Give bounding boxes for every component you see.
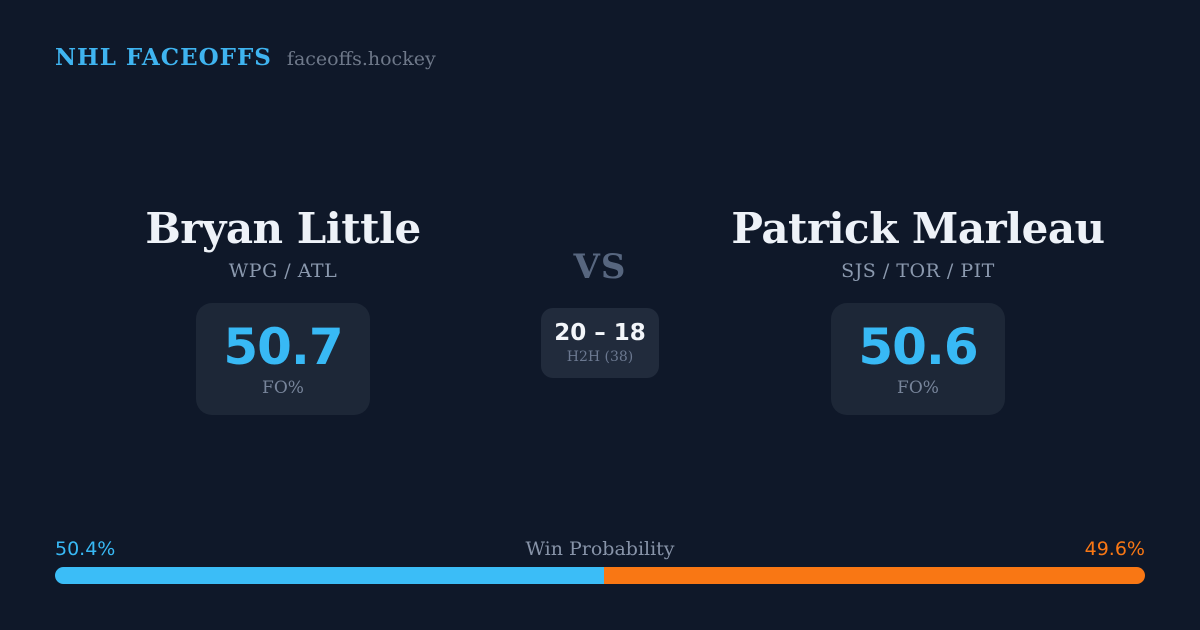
player-right-fo-card: 50.6 FO%	[831, 303, 1005, 416]
win-probability-bar-right-segment	[604, 567, 1145, 584]
win-probability-bar-left-segment	[55, 567, 605, 584]
player-left-name: Bryan Little	[145, 204, 421, 253]
win-probability-title: Win Probability	[525, 538, 675, 560]
matchup-center-column: VS 20 – 18 H2H (38)	[490, 247, 710, 378]
h2h-card: 20 – 18 H2H (38)	[541, 308, 659, 378]
player-right-column: Patrick Marleau SJS / TOR / PIT 50.6 FO%	[718, 204, 1118, 416]
player-right-fo-value: 50.6	[858, 318, 978, 377]
player-left-teams: WPG / ATL	[228, 260, 338, 283]
win-probability-labels: 50.4% Win Probability 49.6%	[55, 538, 1145, 560]
vs-label: VS	[573, 247, 627, 287]
win-probability-bar	[55, 567, 1145, 584]
player-right-teams: SJS / TOR / PIT	[841, 260, 995, 283]
player-left-fo-card: 50.7 FO%	[196, 303, 370, 416]
player-left-column: Bryan Little WPG / ATL 50.7 FO%	[83, 204, 483, 416]
h2h-score: 20 – 18	[554, 319, 646, 346]
win-probability-left-pct: 50.4%	[55, 538, 116, 560]
win-probability-right-pct: 49.6%	[1084, 538, 1145, 560]
brand-logo: NHL FACEOFFS	[55, 44, 272, 71]
player-left-fo-value: 50.7	[223, 318, 343, 377]
header: NHL FACEOFFS faceoffs.hockey	[55, 44, 436, 71]
player-right-name: Patrick Marleau	[731, 204, 1105, 253]
player-right-fo-label: FO%	[897, 377, 939, 398]
site-domain: faceoffs.hockey	[286, 48, 436, 70]
player-left-fo-label: FO%	[262, 377, 304, 398]
h2h-label: H2H (38)	[566, 349, 634, 366]
